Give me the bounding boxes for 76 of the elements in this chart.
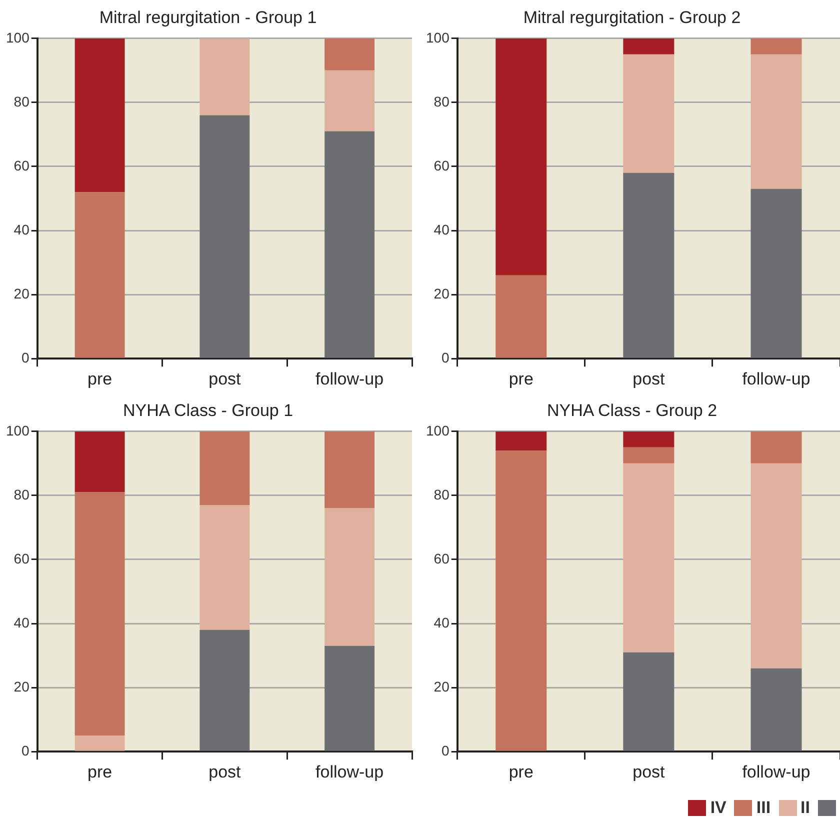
bar (623, 447, 674, 464)
x-tick-label: follow-up (742, 762, 810, 782)
bar (74, 38, 125, 192)
bar (496, 38, 547, 276)
bar (200, 431, 250, 506)
bar (623, 431, 674, 448)
y-tick-label: 100 (6, 29, 30, 46)
chart-title: NYHA Class - Group 1 (122, 400, 294, 420)
bar (750, 188, 802, 358)
bar (200, 630, 250, 751)
bar (623, 463, 674, 652)
x-tick-label: pre (508, 762, 534, 782)
x-tick-label: post (632, 762, 666, 782)
bar (200, 115, 250, 358)
y-tick-label: 20 (434, 285, 450, 302)
y-tick-label: 80 (14, 486, 30, 502)
bar (74, 736, 125, 751)
chart-title: Mitral regurgitation - Group 1 (99, 8, 317, 27)
bar (324, 431, 375, 508)
y-tick-label: 80 (14, 93, 30, 110)
bar (74, 492, 125, 736)
y-tick-label: 60 (434, 550, 450, 566)
bar (496, 431, 547, 451)
y-tick-label: 0 (442, 349, 450, 366)
bar (623, 652, 674, 751)
bar (200, 38, 250, 116)
y-tick-label: 0 (442, 742, 450, 758)
y-tick-label: 0 (22, 742, 30, 758)
y-tick-label: 100 (6, 422, 30, 438)
chart-title: Mitral regurgitation - Group 2 (523, 8, 741, 27)
x-tick-label: follow-up (316, 762, 384, 782)
bar (623, 38, 674, 54)
y-tick-label: 40 (434, 221, 450, 238)
x-tick-label: post (208, 369, 242, 388)
x-tick-label: follow-up (742, 369, 810, 388)
bar (324, 38, 375, 70)
y-tick-label: 20 (14, 678, 30, 694)
bar (74, 192, 125, 358)
y-tick-label: 100 (426, 29, 450, 46)
y-tick-label: 20 (434, 678, 450, 694)
bar (496, 450, 547, 751)
y-tick-label: 20 (14, 285, 30, 302)
bar (750, 54, 802, 189)
y-tick-label: 40 (14, 221, 30, 238)
bar (200, 505, 250, 630)
x-tick-label: post (632, 369, 666, 388)
y-tick-label: 40 (14, 614, 30, 630)
y-tick-label: 40 (434, 614, 450, 630)
x-tick-label: pre (508, 369, 534, 388)
x-tick-label: pre (88, 369, 112, 388)
bar (324, 646, 375, 751)
bar (623, 172, 674, 358)
bar (750, 431, 802, 464)
legend-label: IV (710, 798, 726, 818)
x-tick-label: follow-up (316, 369, 384, 388)
y-tick-label: 80 (434, 93, 450, 110)
y-tick-label: 60 (14, 550, 30, 566)
bar (750, 38, 802, 54)
legend-label: II (800, 798, 810, 818)
y-tick-label: 60 (14, 157, 30, 174)
bar (496, 275, 547, 358)
bar (324, 508, 375, 646)
bar (623, 54, 674, 173)
bar (750, 668, 802, 751)
bar (324, 131, 375, 358)
y-tick-label: 100 (426, 422, 450, 438)
bar (324, 70, 375, 132)
legend-label: III (756, 798, 771, 818)
y-tick-label: 80 (434, 486, 450, 502)
chart-title: NYHA Class - Group 2 (546, 400, 718, 420)
y-tick-label: 60 (434, 157, 450, 174)
x-tick-label: post (208, 762, 242, 782)
x-tick-label: pre (88, 762, 112, 782)
y-tick-label: 0 (22, 349, 30, 366)
bar (74, 431, 125, 492)
bar (750, 463, 802, 668)
